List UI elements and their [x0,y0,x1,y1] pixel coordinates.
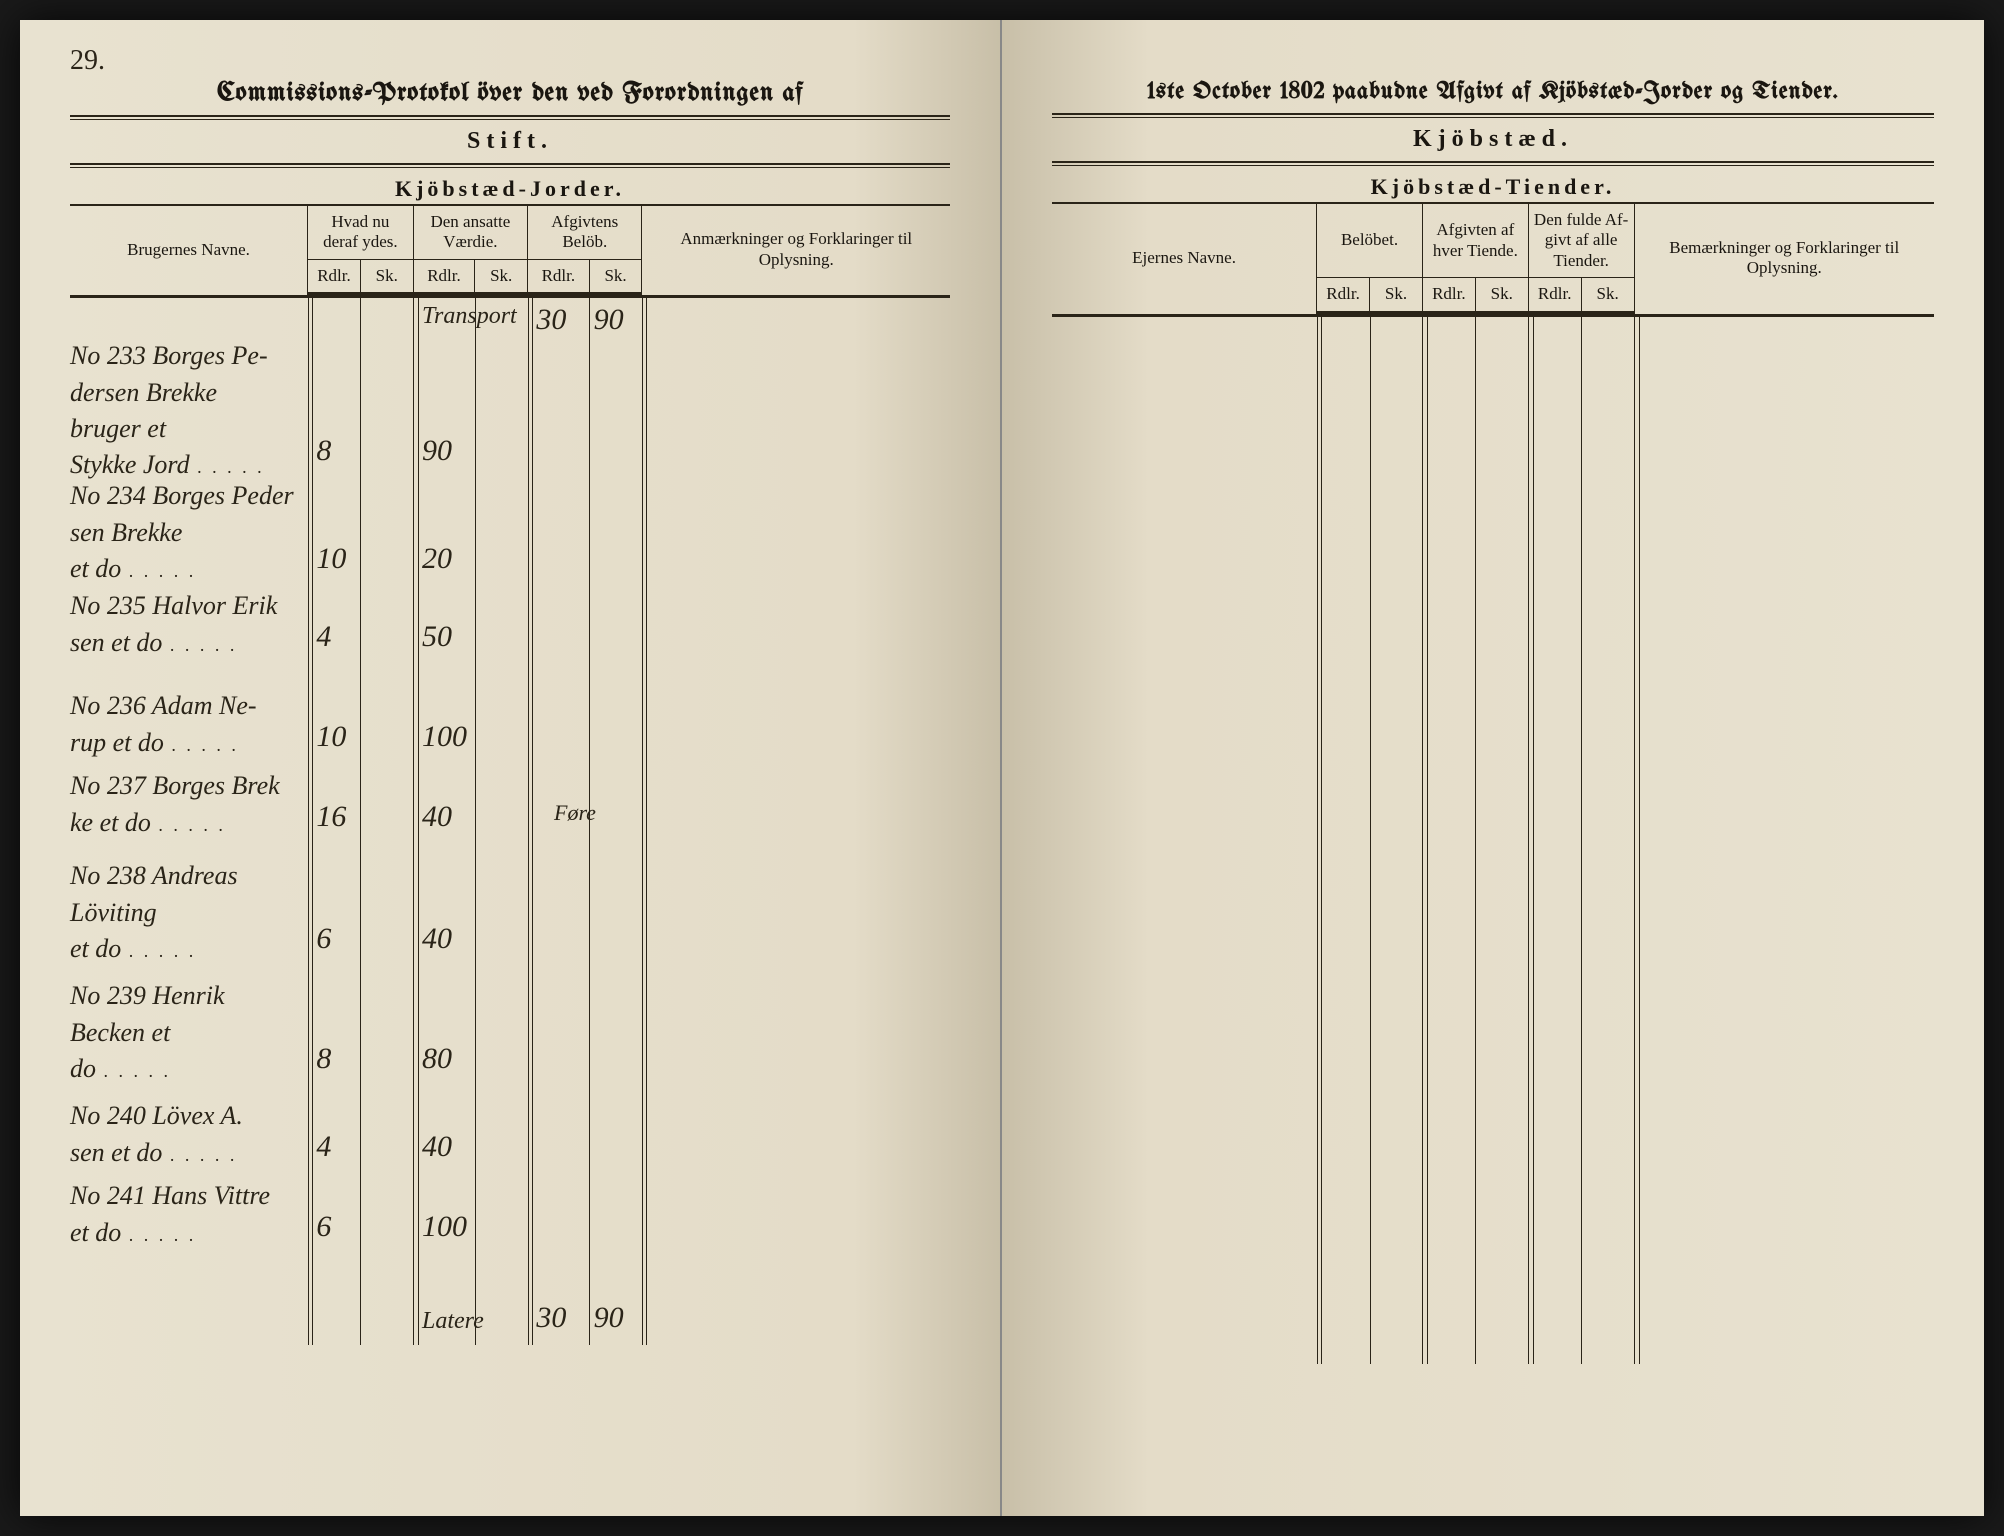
entry-c3: 40 [422,1130,452,1164]
left-header-table: Brugernes Navne. Hvad nu deraf ydes. Den… [70,204,950,295]
left-title: Commissions-Protokol över den ved Forord… [70,80,950,107]
entry-c2: 10 [316,720,346,754]
sub-sk: Sk. [475,259,528,293]
latere-label: Latere [422,1308,484,1335]
col-fulde: Den fulde Af-givt af alle Tiender. [1528,203,1634,278]
left-body: Transport 30 90 No 233 Borges Pe-dersen … [70,295,950,1345]
right-header-table: Ejernes Navne. Belöbet. Afgivten af hver… [1052,202,1934,314]
sub-sk: Sk. [360,259,413,293]
page-number: 29. [70,45,105,77]
right-section: Kjöbstæd. [1052,126,1934,153]
left-page: 29. Commissions-Protokol över den ved Fo… [20,20,1002,1516]
entry-row: No 239 HenrikBecken etdo . . . . . [70,978,299,1087]
col-hvad: Hvad nu deraf ydes. [308,205,414,259]
col-belobet: Belöbet. [1317,203,1423,278]
entry-note: Føre [554,800,596,826]
entry-row: No 233 Borges Pe-dersen Brekkebruger etS… [70,338,299,484]
entry-c2: 4 [316,620,331,654]
entry-c2: 6 [316,1210,331,1244]
latere-a: 30 [536,1301,566,1335]
entry-c3: 90 [422,434,452,468]
entry-c2: 6 [316,922,331,956]
right-subsection: Kjöbstæd-Tiender. [1052,174,1934,200]
entry-c3: 40 [422,922,452,956]
rule [70,115,950,120]
col-anmaerk: Anmærkninger og Forklaringer til Oplysni… [642,205,950,294]
sub-sk: Sk. [1581,278,1634,312]
entry-row: No 235 Halvor Eriksen et do . . . . . [70,588,299,661]
sub-rdlr: Rdlr. [413,259,475,293]
entry-row: No 237 Borges Brekke et do . . . . . [70,768,299,841]
sub-rdlr: Rdlr. [1422,278,1475,312]
sub-rdlr: Rdlr. [528,259,590,293]
entry-row: No 241 Hans Vittreet do . . . . . [70,1178,299,1251]
col-bemaerk: Bemærkninger og Forklaringer til Oplysni… [1634,203,1934,312]
entry-c3: 40 [422,800,452,834]
col-afgivt: Afgivtens Belöb. [528,205,642,259]
entry-c3: 100 [422,1210,467,1244]
sub-rdlr: Rdlr. [1317,278,1370,312]
entry-row: No 240 Lövex A.sen et do . . . . . [70,1098,299,1171]
right-title: 1ste October 1802 paabudne Afgivt af Kjö… [1052,80,1934,105]
entry-row: No 234 Borges Pedersen Brekkeet do . . .… [70,478,299,587]
right-body [1052,314,1934,1364]
sub-sk: Sk. [589,259,642,293]
entry-c3: 50 [422,620,452,654]
ledger-book: 29. Commissions-Protokol över den ved Fo… [20,20,1984,1516]
col-ejernes: Ejernes Navne. [1052,203,1317,312]
sub-rdlr: Rdlr. [1528,278,1581,312]
rule [70,163,950,168]
col-afgivten: Afgivten af hver Tiende. [1422,203,1528,278]
entry-row: No 238 AndreasLövitinget do . . . . . [70,858,299,967]
entry-c2: 10 [316,542,346,576]
entry-c3: 20 [422,542,452,576]
latere-b: 90 [594,1301,624,1335]
sub-rdlr: Rdlr. [308,259,361,293]
left-section: Stift. [70,128,950,155]
transport-label: Transport [422,303,517,330]
entry-c3: 80 [422,1042,452,1076]
rule [1052,161,1934,166]
entry-c2: 16 [316,800,346,834]
col-vaerdie: Den ansatte Værdie. [413,205,527,259]
sub-sk: Sk. [1370,278,1423,312]
entry-c2: 4 [316,1130,331,1164]
entry-row: No 236 Adam Ne-rup et do . . . . . [70,688,299,761]
entry-c2: 8 [316,434,331,468]
transport-a: 30 [536,303,566,337]
right-page: 1ste October 1802 paabudne Afgivt af Kjö… [1002,20,1984,1516]
rule [1052,113,1934,118]
col-brugernes: Brugernes Navne. [70,205,308,294]
entry-c3: 100 [422,720,467,754]
sub-sk: Sk. [1475,278,1528,312]
left-subsection: Kjöbstæd-Jorder. [70,176,950,202]
entry-c2: 8 [316,1042,331,1076]
transport-b: 90 [594,303,624,337]
